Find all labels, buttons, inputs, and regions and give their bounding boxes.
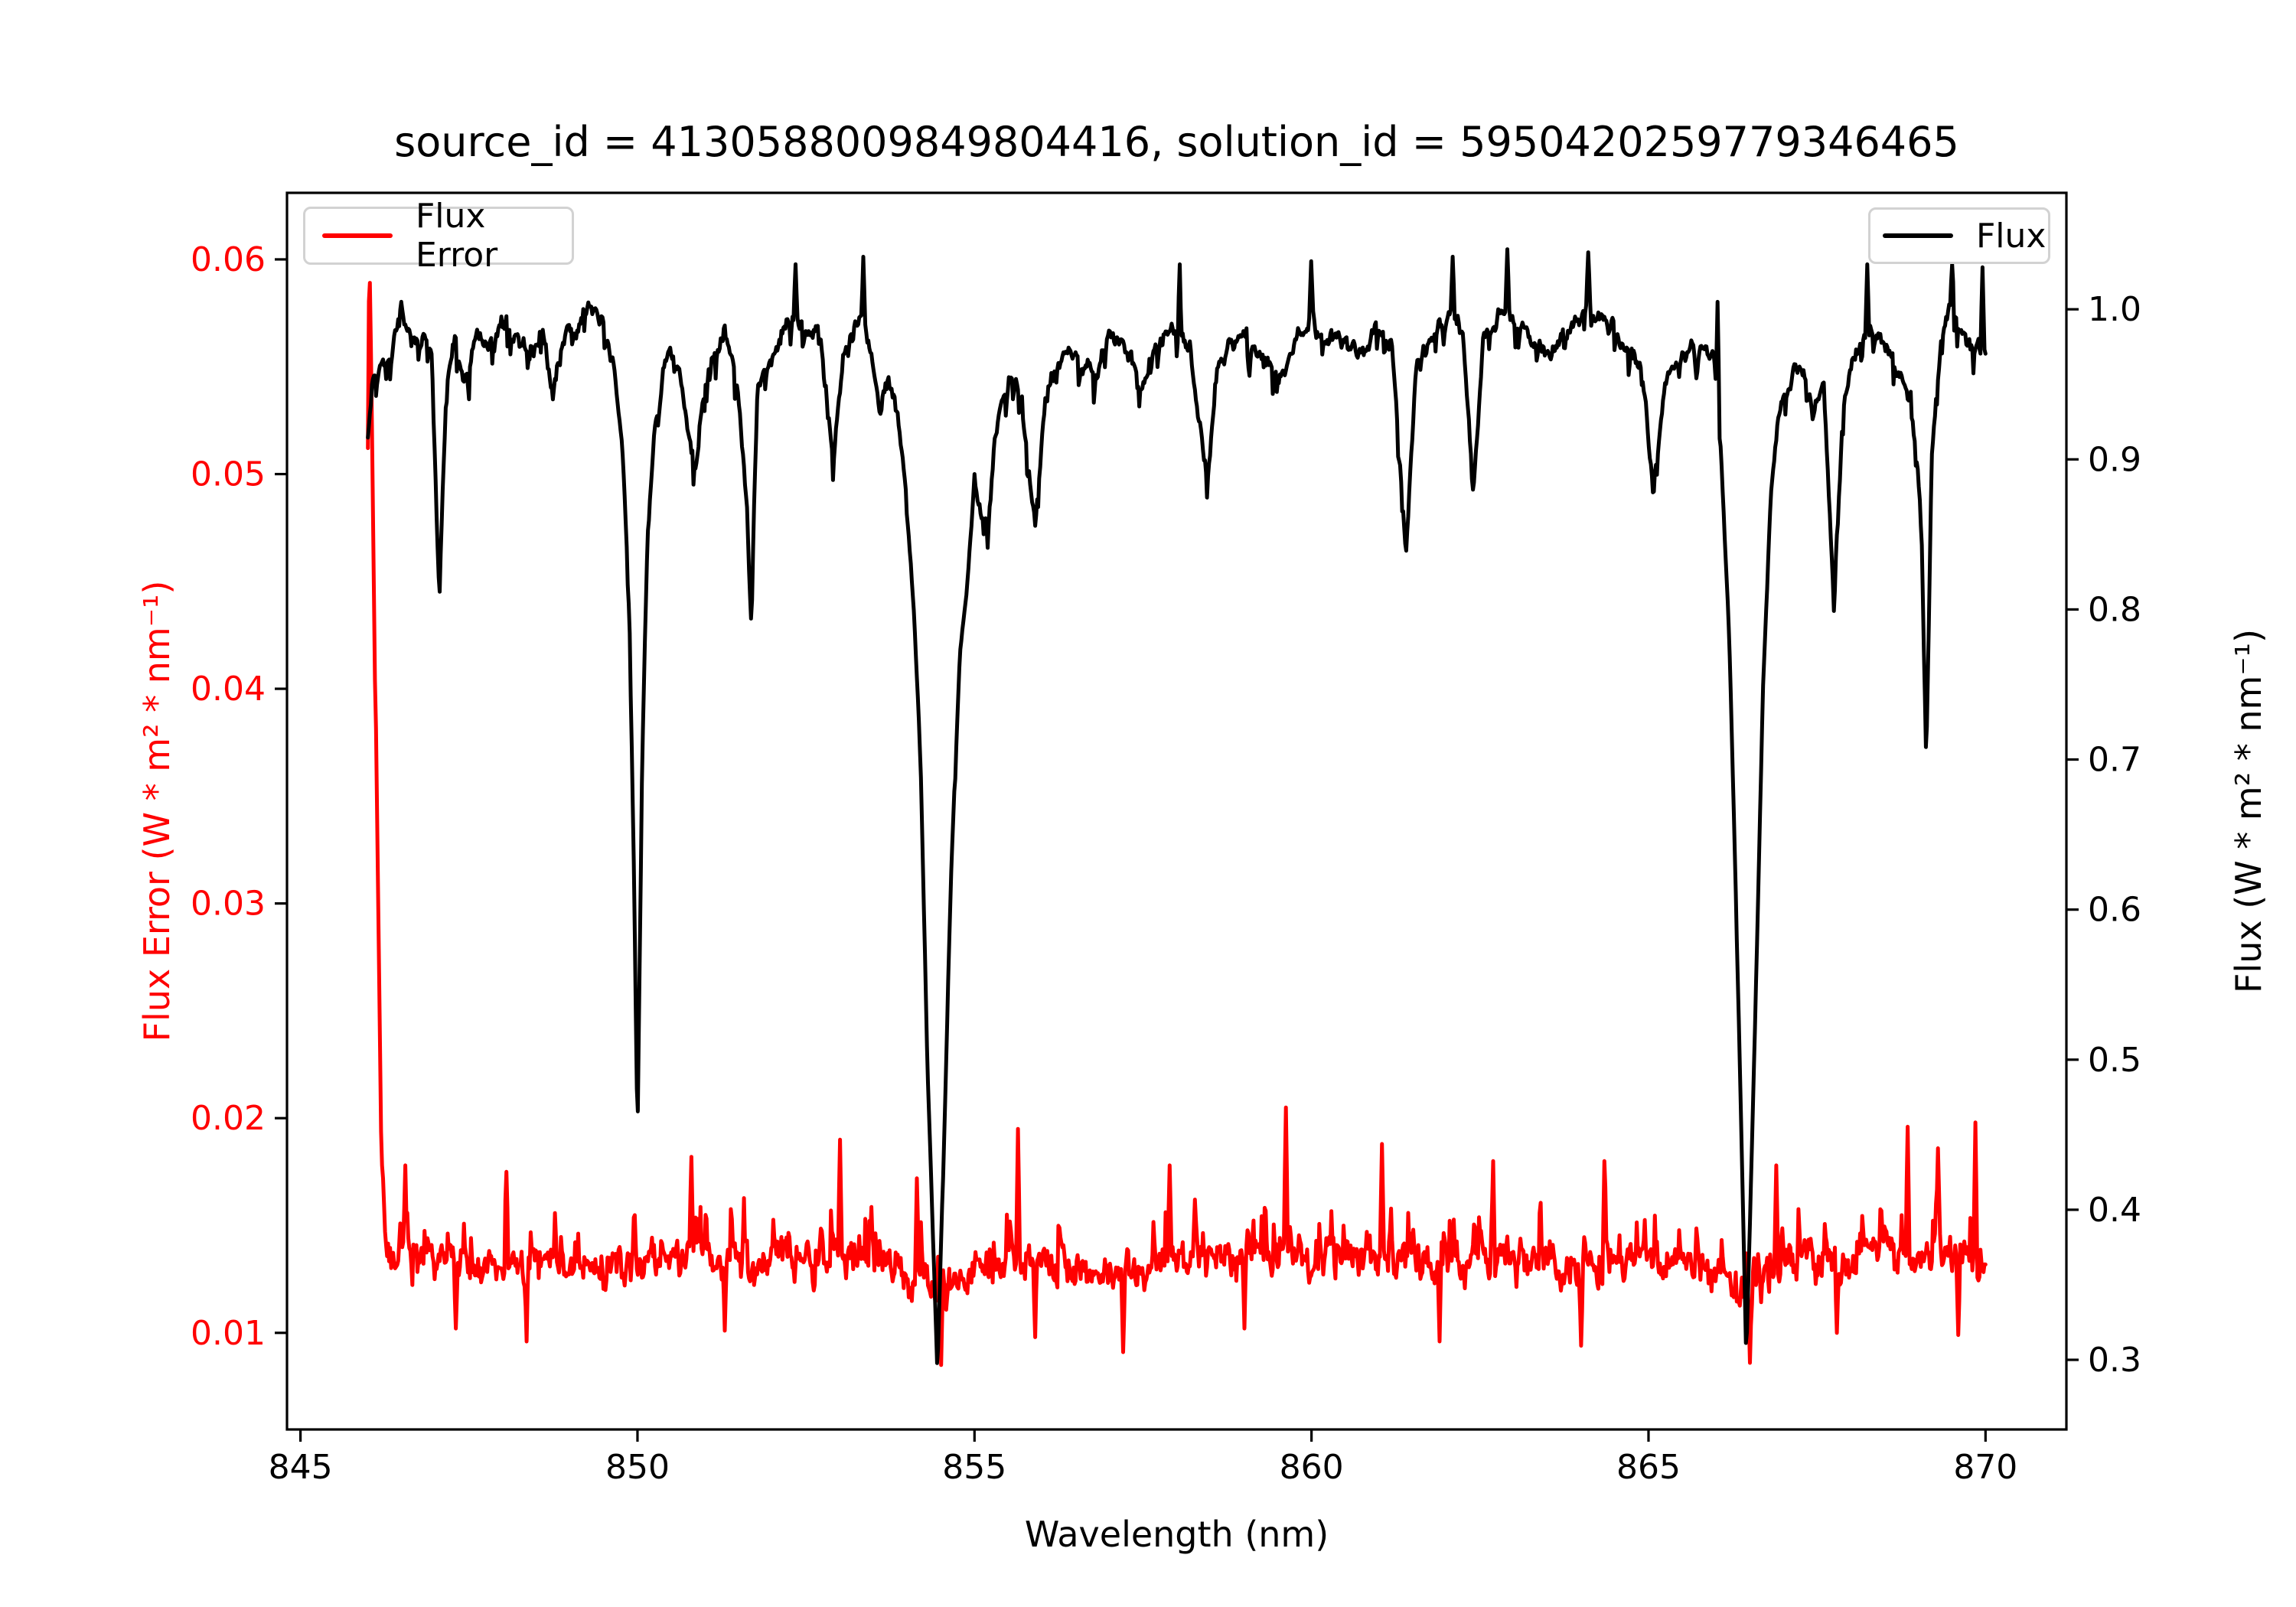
x-tick-label: 855: [942, 1448, 1006, 1487]
left-y-tick-label: 0.04: [191, 670, 266, 709]
x-tick-label: 845: [269, 1448, 333, 1487]
legend-flux: Flux: [1868, 207, 2050, 264]
x-tick-label: 870: [1953, 1448, 2017, 1487]
x-tick-label: 850: [605, 1448, 670, 1487]
right-y-tick-label: 0.3: [2088, 1341, 2141, 1380]
plot-border: [285, 191, 2068, 1431]
right-y-tick-label: 0.6: [2088, 891, 2141, 930]
right-y-tick-label: 0.9: [2088, 440, 2141, 479]
flux-line: [366, 247, 1988, 1365]
flux-error-legend-line-icon: [322, 233, 393, 238]
left-y-axis-label: Flux Error (W * m² * nm⁻¹): [136, 580, 178, 1042]
right-y-axis-label: Flux (W * m² * nm⁻¹): [2228, 628, 2269, 994]
legend-flux-error: Flux Error: [303, 197, 574, 275]
x-tick-label: 865: [1616, 1448, 1681, 1487]
flux-legend-label: Flux: [1976, 216, 2047, 256]
chart-title: source_id = 4130588009849804416, solutio…: [394, 118, 1959, 166]
left-y-tick-label: 0.06: [191, 240, 266, 279]
flux-legend-line-icon: [1883, 233, 1953, 238]
left-y-tick-label: 0.01: [191, 1314, 266, 1353]
flux-error-line: [366, 281, 1988, 1367]
right-y-tick-label: 0.8: [2088, 590, 2141, 629]
flux-error-legend-label: Flux Error: [416, 197, 498, 275]
left-y-tick-label: 0.02: [191, 1099, 266, 1138]
right-y-tick-label: 0.4: [2088, 1191, 2141, 1230]
x-tick-label: 860: [1280, 1448, 1344, 1487]
x-axis-label: Wavelength (nm): [1024, 1514, 1329, 1555]
left-y-tick-label: 0.05: [191, 455, 266, 494]
right-y-tick-label: 0.5: [2088, 1041, 2141, 1080]
right-y-tick-label: 1.0: [2088, 290, 2141, 329]
right-y-tick-label: 0.7: [2088, 741, 2141, 780]
left-y-tick-label: 0.03: [191, 885, 266, 924]
